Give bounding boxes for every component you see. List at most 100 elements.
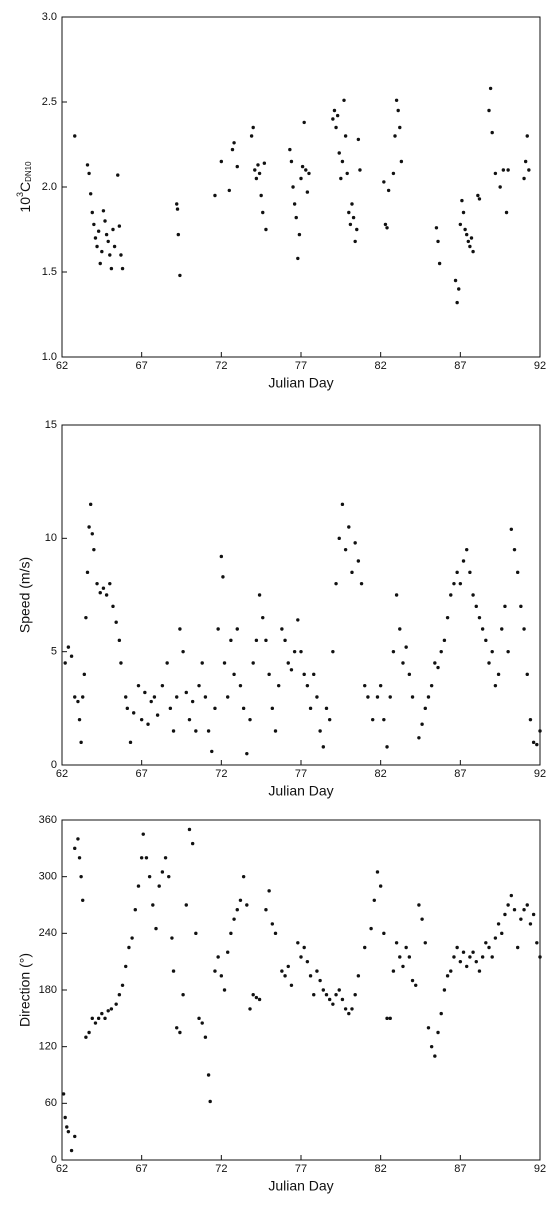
- data-point: [463, 227, 467, 232]
- data-point: [490, 649, 494, 654]
- data-point: [476, 193, 480, 198]
- data-point: [398, 627, 402, 631]
- data-point: [109, 1007, 114, 1011]
- data-point: [197, 683, 201, 688]
- data-point: [273, 931, 278, 936]
- data-point: [496, 672, 501, 677]
- data-point: [356, 559, 361, 563]
- data-point: [299, 176, 303, 181]
- data-point: [96, 229, 101, 233]
- data-point: [76, 837, 80, 841]
- data-point: [484, 638, 488, 643]
- data-point: [436, 1030, 440, 1035]
- data-point: [372, 898, 376, 902]
- data-point: [423, 706, 427, 711]
- data-point: [391, 171, 396, 176]
- data-point: [423, 941, 427, 945]
- data-point: [241, 874, 246, 879]
- data-point: [238, 683, 243, 688]
- data-point: [382, 180, 386, 184]
- data-point: [426, 695, 431, 699]
- data-point: [305, 190, 310, 194]
- data-point: [417, 903, 421, 907]
- data-point: [538, 729, 542, 733]
- y-tick-label: 360: [39, 814, 57, 826]
- data-point: [465, 547, 469, 552]
- data-point: [171, 729, 176, 733]
- data-point: [312, 993, 316, 997]
- data-point: [351, 215, 356, 220]
- data-point: [471, 950, 475, 954]
- data-point: [87, 171, 91, 176]
- data-point: [289, 983, 294, 987]
- data-point: [299, 955, 303, 959]
- data-point: [383, 222, 388, 227]
- data-point: [465, 232, 469, 237]
- data-point: [445, 615, 450, 620]
- plot-frame: [61, 16, 541, 358]
- x-tick-label: 77: [295, 768, 307, 780]
- data-point: [519, 604, 523, 609]
- data-point: [350, 570, 354, 575]
- data-point: [458, 222, 463, 227]
- data-point: [500, 931, 504, 936]
- data-point: [327, 717, 332, 722]
- data-point: [100, 1011, 104, 1016]
- data-point: [480, 955, 485, 959]
- data-point: [82, 672, 87, 677]
- data-point: [433, 661, 437, 665]
- x-tick-label: 72: [215, 360, 227, 372]
- data-point: [393, 134, 397, 138]
- data-point: [112, 244, 117, 249]
- data-point: [213, 193, 217, 198]
- data-point: [184, 690, 188, 695]
- data-point: [92, 547, 96, 552]
- data-point: [407, 672, 412, 677]
- data-point: [87, 1030, 91, 1035]
- data-point: [468, 570, 472, 575]
- data-point: [176, 232, 181, 237]
- data-point: [103, 1016, 107, 1021]
- data-point: [254, 176, 259, 181]
- y-tick-label: 60: [45, 1097, 57, 1109]
- data-point: [509, 527, 514, 531]
- data-point: [125, 706, 130, 711]
- data-point: [90, 532, 94, 536]
- data-point: [339, 176, 343, 181]
- data-point: [267, 672, 271, 677]
- data-point: [439, 1011, 443, 1016]
- x-tick-label: 82: [375, 768, 387, 780]
- data-point: [119, 661, 123, 665]
- data-point: [308, 706, 313, 711]
- data-point: [66, 1129, 71, 1134]
- x-axis-label: Julian Day: [268, 783, 333, 799]
- data-point: [249, 134, 254, 138]
- y-axis-label-part: 3: [15, 192, 25, 197]
- data-point: [488, 86, 493, 91]
- data-point: [460, 198, 464, 203]
- data-point: [230, 147, 235, 152]
- data-point: [305, 959, 310, 964]
- y-tick-label: 10: [45, 532, 57, 544]
- data-point: [90, 210, 94, 215]
- data-point: [477, 615, 482, 620]
- data-point: [347, 1011, 351, 1016]
- data-point: [436, 239, 440, 244]
- data-point: [264, 227, 268, 232]
- data-point: [273, 729, 278, 733]
- data-point: [93, 236, 98, 240]
- data-point: [208, 1099, 212, 1104]
- data-point: [350, 1007, 354, 1011]
- data-point: [461, 559, 466, 563]
- data-point: [248, 1007, 252, 1011]
- data-point: [222, 661, 227, 665]
- data-point: [525, 672, 529, 677]
- y-axis-label-part: C: [17, 182, 33, 192]
- data-point: [531, 912, 536, 917]
- data-point: [404, 945, 408, 950]
- data-point: [366, 695, 370, 699]
- data-point: [143, 690, 147, 695]
- data-point: [504, 210, 509, 215]
- data-point: [455, 300, 459, 305]
- data-point: [235, 908, 239, 912]
